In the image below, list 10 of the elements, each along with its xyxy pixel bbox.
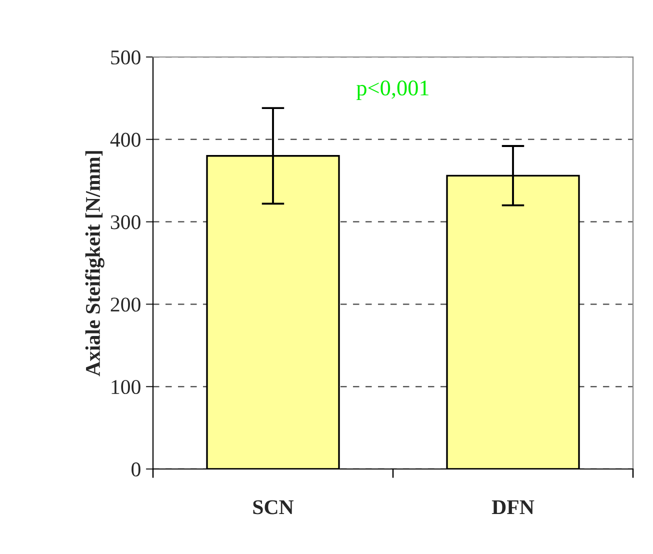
y-tick-label: 500: [111, 50, 140, 64]
y-tick-label: 100: [112, 380, 140, 394]
y-tick-label: 300: [110, 215, 140, 230]
y-tick-label: 400: [110, 132, 140, 147]
x-tick-label: SCN: [253, 500, 294, 514]
annotation: p<0,001: [356, 80, 428, 100]
y-axis-title: Axiale Steifigkeit [N/mm]: [85, 151, 104, 376]
x-tick-label: DFN: [492, 500, 534, 514]
y-tick-label: 0: [132, 462, 140, 476]
y-tick-label: 200: [110, 298, 140, 312]
